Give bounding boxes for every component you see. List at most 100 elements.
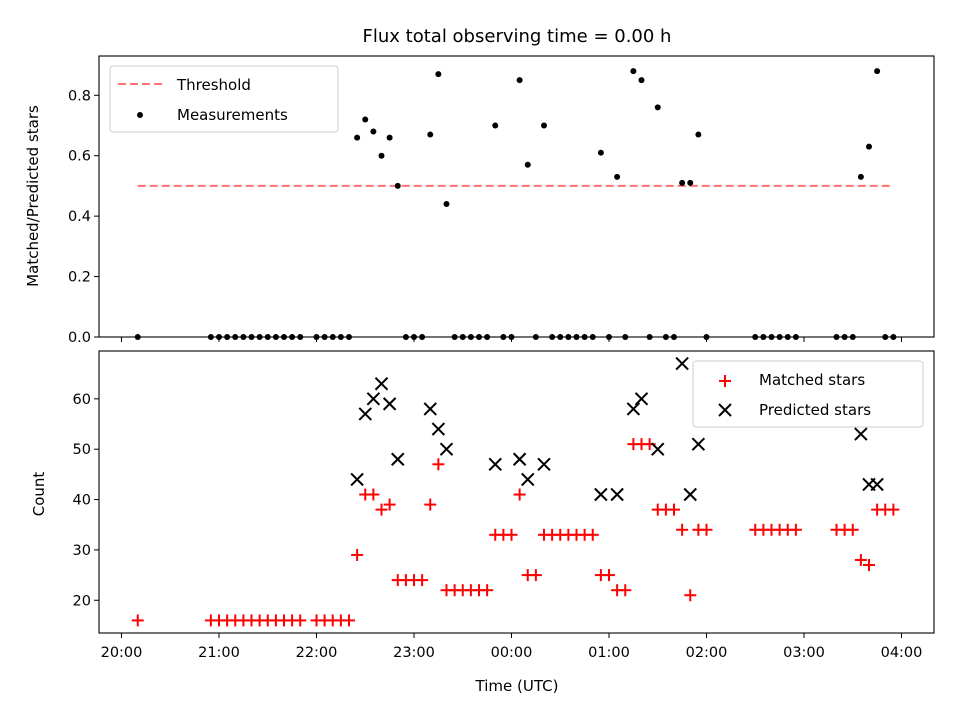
predicted-star-point: [358, 407, 372, 421]
measurement-point: [402, 334, 409, 340]
matched-star-point: [294, 614, 307, 627]
predicted-star-point: [870, 477, 884, 492]
bottom-xtick-label: 01:00: [588, 645, 630, 661]
measurement-point: [581, 334, 588, 340]
legend-matched-label: Matched stars: [759, 371, 865, 389]
measurement-point: [573, 334, 580, 340]
legend-threshold-label: Threshold: [176, 76, 251, 94]
measurement-point: [248, 334, 255, 340]
predicted-marker-b: [358, 407, 372, 421]
predicted-star-point: [594, 487, 608, 502]
measurement-point: [516, 77, 523, 84]
measurement-point: [337, 334, 344, 340]
bottom-xtick-label: 22:00: [296, 645, 338, 661]
measurement-point: [346, 334, 352, 340]
predicted-marker-b: [651, 442, 665, 456]
predicted-marker-b: [610, 487, 624, 502]
bottom-xtick-label: 02:00: [686, 645, 728, 661]
bottom-ytick-label: 40: [73, 493, 91, 509]
measurement-point: [849, 334, 856, 340]
predicted-star-point: [683, 487, 697, 502]
matched-star-point: [383, 498, 396, 511]
predicted-star-point: [382, 397, 397, 411]
measurement-point: [589, 334, 596, 340]
bottom-plot-area: 20 30 40 50 60 20:00 21:00 22:00 23:00 00:00 01:00…: [73, 350, 935, 661]
predicted-star-point: [431, 422, 446, 436]
bottom-ytick-label: 30: [73, 543, 91, 559]
measurement-point: [313, 334, 320, 340]
measurement-point: [321, 334, 328, 340]
predicted-marker-b: [683, 487, 697, 502]
legend-measurements-swatch: [137, 112, 143, 118]
matched-star-point: [586, 528, 599, 541]
matched-star-point: [343, 614, 355, 627]
measurement-point: [882, 334, 889, 340]
x-axis-label: Time (UTC): [475, 677, 559, 695]
measurement-point: [289, 334, 296, 340]
matched-star-point: [668, 503, 680, 516]
predicted-marker-b: [594, 487, 608, 502]
measurement-point: [459, 334, 466, 340]
predicted-marker-b: [439, 442, 454, 456]
bottom-xtick-label: 03:00: [783, 645, 825, 661]
measurement-point: [654, 104, 661, 111]
predicted-star-point: [439, 442, 454, 456]
measurement-point: [646, 334, 653, 340]
chart-title: Flux total observing time = 0.00 h: [363, 26, 672, 47]
matched-star-point: [131, 614, 144, 627]
matched-star-point: [887, 503, 900, 516]
bottom-legend-box: [692, 360, 924, 428]
matched-star-point: [789, 523, 802, 536]
matched-star-point: [505, 528, 518, 541]
matched-star-point: [375, 503, 388, 516]
measurement-point: [362, 116, 369, 123]
measurement-point: [768, 334, 775, 340]
predicted-star-point: [374, 377, 389, 391]
bottom-xtick-label: 23:00: [393, 645, 435, 661]
matched-star-point: [416, 574, 429, 587]
predicted-star-point: [521, 472, 535, 487]
measurement-point: [687, 179, 694, 186]
top-ytick-label: 0.2: [68, 270, 91, 286]
bottom-ytick-label: 50: [73, 442, 91, 458]
predicted-marker-b: [431, 422, 446, 436]
measurement-point: [549, 334, 556, 340]
measurement-point: [378, 152, 385, 159]
predicted-star-point: [423, 402, 437, 416]
bottom-xtick-label: 21:00: [198, 645, 240, 661]
predicted-star-point: [691, 437, 706, 451]
matched-star-point: [424, 498, 437, 511]
measurement-point: [622, 334, 629, 340]
measurement-point: [281, 334, 287, 340]
predicted-star-point: [854, 427, 868, 441]
measurement-point: [557, 334, 564, 340]
matched-star-point: [529, 569, 542, 582]
predicted-marker-b: [854, 427, 868, 441]
measurement-point: [833, 334, 840, 340]
measurement-point: [866, 143, 872, 150]
measurement-point: [508, 334, 515, 340]
legend-matched-swatch: [719, 375, 731, 387]
measurement-point: [427, 131, 434, 138]
bottom-ytick-label: 20: [73, 593, 91, 609]
predicted-star-point: [537, 457, 551, 472]
measurement-point: [841, 334, 848, 340]
bottom-y-axis-label: Count: [30, 472, 48, 517]
measurement-point: [134, 334, 141, 340]
measurement-point: [679, 179, 686, 186]
matched-star-point: [700, 523, 713, 536]
measurement-point: [467, 334, 474, 340]
matched-star-point: [846, 523, 859, 536]
bottom-xtick-label: 20:00: [101, 645, 143, 661]
predicted-star-point: [512, 452, 527, 466]
bottom-ytick-label: 60: [73, 392, 91, 408]
legend-predicted-label: Predicted stars: [759, 401, 871, 419]
matched-star-point: [676, 523, 689, 536]
predicted-star-point: [634, 392, 649, 406]
measurement-point: [606, 334, 612, 340]
legend-predicted-swatch: [718, 403, 732, 417]
measurement-point: [240, 334, 247, 340]
measurement-point: [232, 334, 239, 340]
predicted-star-point: [626, 402, 641, 416]
